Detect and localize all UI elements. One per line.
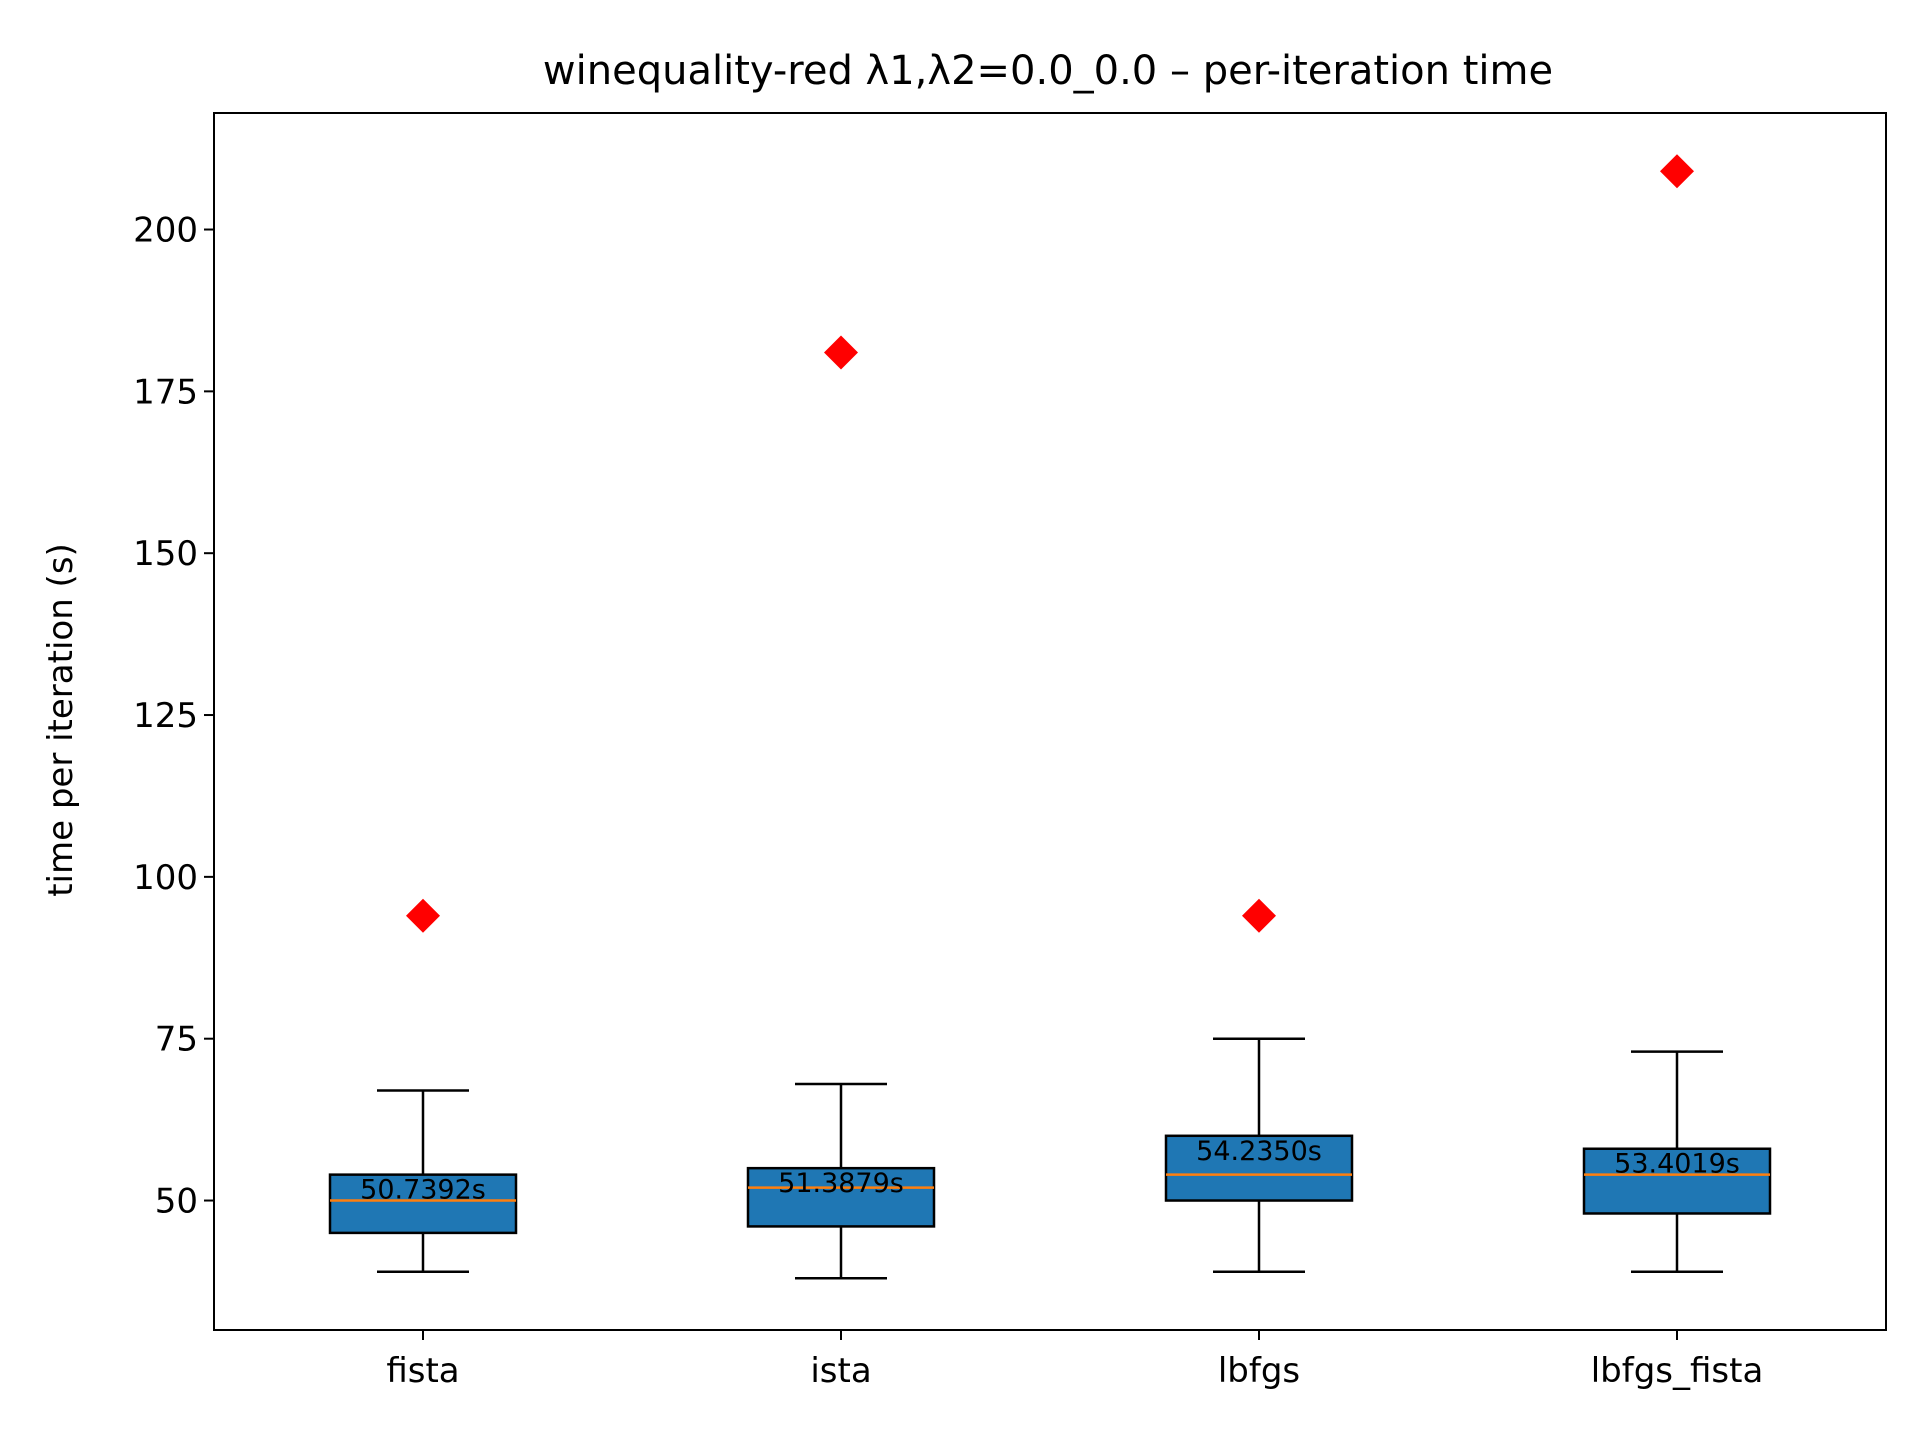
outlier-point bbox=[1660, 154, 1694, 189]
plot-frame bbox=[213, 112, 1887, 1331]
y-tick-label: 150 bbox=[133, 534, 198, 574]
y-tick-label: 50 bbox=[155, 1182, 198, 1222]
outlier-point bbox=[406, 898, 440, 933]
y-tick-label: 175 bbox=[133, 372, 198, 412]
mean-label: 53.4019s bbox=[1614, 1149, 1740, 1180]
box-lbfgs bbox=[1164, 1134, 1354, 1202]
x-tick-label: lbfgs bbox=[1218, 1351, 1300, 1391]
outlier-point bbox=[1242, 898, 1276, 933]
box-fista bbox=[328, 1173, 518, 1235]
y-axis-label: time per iteration (s) bbox=[41, 543, 81, 897]
box-ista bbox=[746, 1166, 936, 1228]
x-tick-label: lbfgs_fista bbox=[1591, 1351, 1764, 1391]
mean-label: 50.7392s bbox=[360, 1175, 486, 1206]
mean-label: 54.2350s bbox=[1196, 1136, 1322, 1167]
y-tick-label: 100 bbox=[133, 858, 198, 898]
y-tick-label: 200 bbox=[133, 211, 198, 251]
x-tick-label: ista bbox=[810, 1351, 871, 1391]
box-lbfgs_fista bbox=[1582, 1147, 1772, 1215]
y-tick-label: 75 bbox=[155, 1020, 198, 1060]
y-tick-label: 125 bbox=[133, 696, 198, 736]
plot-area: 50 75 100 125 150 175 200 50.7392s fista 51.3879s… bbox=[133, 154, 1772, 1391]
mean-label: 51.3879s bbox=[778, 1168, 904, 1199]
x-tick-label: fista bbox=[386, 1351, 459, 1391]
outlier-point bbox=[824, 335, 858, 370]
chart-title: winequality-red λ1,λ2=0.0_0.0 – per-iter… bbox=[543, 48, 1553, 94]
